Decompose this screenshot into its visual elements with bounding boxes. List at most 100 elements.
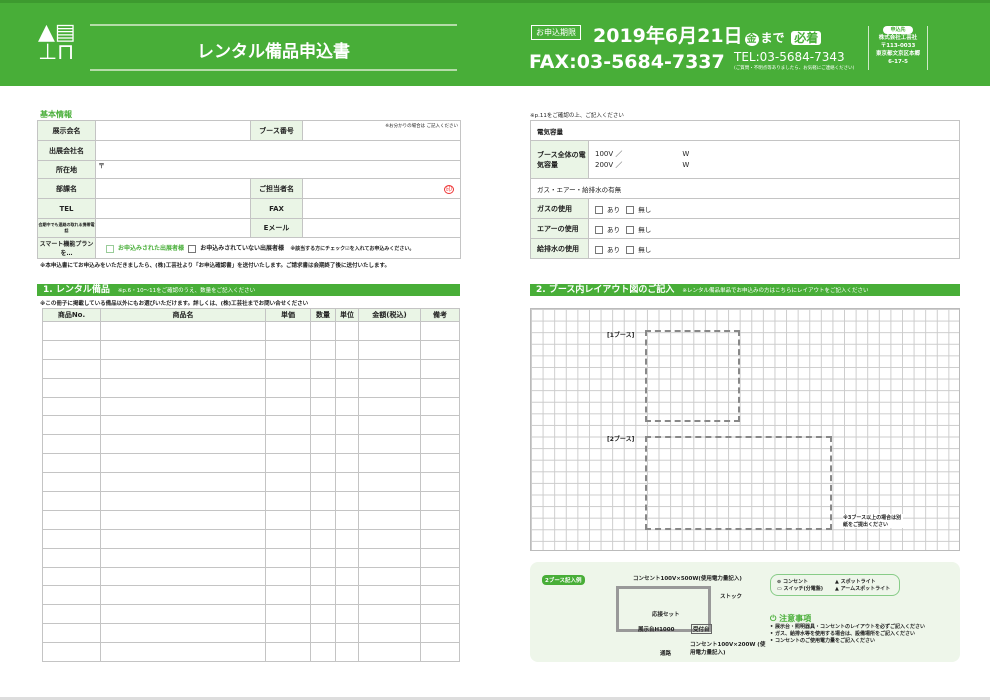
table-cell[interactable]: [100, 377, 266, 398]
table-cell[interactable]: [265, 585, 311, 606]
table-cell[interactable]: [420, 358, 460, 379]
table-cell[interactable]: [100, 642, 266, 663]
table-cell[interactable]: [265, 642, 311, 663]
table-cell[interactable]: [42, 321, 101, 341]
table-cell[interactable]: [358, 566, 421, 587]
table-cell[interactable]: [358, 604, 421, 625]
table-cell[interactable]: [42, 528, 101, 549]
table-cell[interactable]: [265, 623, 311, 644]
company-field[interactable]: [95, 140, 461, 161]
table-cell[interactable]: [265, 566, 311, 587]
table-cell[interactable]: [42, 453, 101, 474]
table-cell[interactable]: [265, 321, 311, 341]
table-cell[interactable]: [420, 547, 460, 568]
table-cell[interactable]: [335, 377, 359, 398]
table-cell[interactable]: [310, 509, 336, 530]
table-cell[interactable]: [335, 472, 359, 493]
table-cell[interactable]: [310, 491, 336, 511]
table-cell[interactable]: [358, 339, 421, 360]
table-cell[interactable]: [265, 434, 311, 455]
fax-field[interactable]: [302, 198, 461, 219]
table-cell[interactable]: [100, 566, 266, 587]
table-cell[interactable]: [310, 358, 336, 379]
table-cell[interactable]: [420, 453, 460, 474]
table-cell[interactable]: [100, 509, 266, 530]
table-cell[interactable]: [358, 358, 421, 379]
table-cell[interactable]: [265, 472, 311, 493]
table-cell[interactable]: [310, 604, 336, 625]
table-cell[interactable]: [420, 434, 460, 455]
table-cell[interactable]: [42, 642, 101, 663]
table-cell[interactable]: [265, 528, 311, 549]
table-cell[interactable]: [335, 566, 359, 587]
table-cell[interactable]: [358, 547, 421, 568]
table-cell[interactable]: [100, 585, 266, 606]
table-cell[interactable]: [420, 509, 460, 530]
email-field[interactable]: [302, 218, 461, 238]
table-cell[interactable]: [100, 604, 266, 625]
table-cell[interactable]: [100, 528, 266, 549]
table-cell[interactable]: [358, 472, 421, 493]
table-cell[interactable]: [335, 509, 359, 530]
table-cell[interactable]: [335, 339, 359, 360]
table-cell[interactable]: [100, 472, 266, 493]
table-cell[interactable]: [265, 491, 311, 511]
table-cell[interactable]: [42, 547, 101, 568]
table-cell[interactable]: [358, 396, 421, 417]
address-field[interactable]: 〒: [95, 160, 461, 179]
table-cell[interactable]: [335, 453, 359, 474]
table-cell[interactable]: [358, 377, 421, 398]
table-cell[interactable]: [335, 321, 359, 341]
table-cell[interactable]: [358, 585, 421, 606]
table-cell[interactable]: [42, 566, 101, 587]
checkbox-not-applied[interactable]: [188, 244, 197, 253]
booth-no-field[interactable]: ※お分かりの場合は ご記入ください: [302, 120, 461, 141]
table-cell[interactable]: [42, 434, 101, 455]
table-cell[interactable]: [42, 339, 101, 360]
table-cell[interactable]: [420, 396, 460, 417]
table-cell[interactable]: [310, 642, 336, 663]
table-cell[interactable]: [358, 453, 421, 474]
table-cell[interactable]: [420, 604, 460, 625]
water-no-checkbox[interactable]: [626, 245, 635, 254]
table-cell[interactable]: [310, 585, 336, 606]
table-cell[interactable]: [310, 339, 336, 360]
table-cell[interactable]: [420, 566, 460, 587]
table-cell[interactable]: [335, 623, 359, 644]
table-cell[interactable]: [310, 453, 336, 474]
table-cell[interactable]: [310, 566, 336, 587]
table-cell[interactable]: [335, 642, 359, 663]
contact-field[interactable]: [95, 218, 251, 238]
dept-field[interactable]: [95, 178, 251, 199]
table-cell[interactable]: [42, 358, 101, 379]
table-cell[interactable]: [420, 623, 460, 644]
table-cell[interactable]: [42, 396, 101, 417]
exhibition-field[interactable]: [95, 120, 251, 141]
table-cell[interactable]: [358, 321, 421, 341]
table-cell[interactable]: [420, 339, 460, 360]
table-cell[interactable]: [335, 434, 359, 455]
table-cell[interactable]: [335, 547, 359, 568]
table-cell[interactable]: [42, 472, 101, 493]
table-cell[interactable]: [335, 491, 359, 511]
table-cell[interactable]: [335, 396, 359, 417]
table-cell[interactable]: [420, 642, 460, 663]
table-cell[interactable]: [335, 358, 359, 379]
table-cell[interactable]: [358, 623, 421, 644]
table-cell[interactable]: [42, 509, 101, 530]
table-cell[interactable]: [100, 547, 266, 568]
table-cell[interactable]: [358, 415, 421, 436]
person-field[interactable]: 印: [302, 178, 461, 199]
table-cell[interactable]: [310, 415, 336, 436]
table-cell[interactable]: [420, 528, 460, 549]
table-cell[interactable]: [265, 415, 311, 436]
table-cell[interactable]: [42, 377, 101, 398]
table-cell[interactable]: [100, 623, 266, 644]
table-cell[interactable]: [42, 623, 101, 644]
tel-field[interactable]: [95, 198, 251, 219]
gas-yes-checkbox[interactable]: [595, 205, 603, 214]
table-cell[interactable]: [358, 509, 421, 530]
table-cell[interactable]: [265, 396, 311, 417]
table-cell[interactable]: [310, 623, 336, 644]
table-cell[interactable]: [335, 585, 359, 606]
